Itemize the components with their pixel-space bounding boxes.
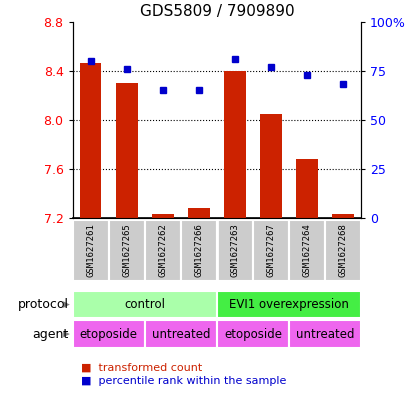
Bar (145, 220, 181, 281)
Text: GSM1627264: GSM1627264 (303, 224, 312, 277)
Title: GDS5809 / 7909890: GDS5809 / 7909890 (139, 4, 294, 19)
Bar (253, 220, 289, 281)
Bar (73, 320, 145, 348)
Text: EVI1 overexpression: EVI1 overexpression (229, 298, 349, 311)
Text: etoposide: etoposide (80, 327, 138, 341)
Text: GSM1627262: GSM1627262 (158, 224, 167, 277)
Text: ■  percentile rank within the sample: ■ percentile rank within the sample (81, 376, 286, 386)
Bar (217, 291, 361, 318)
Bar (116, 83, 137, 218)
Bar (224, 71, 246, 218)
Bar (181, 220, 217, 281)
Bar (80, 63, 102, 218)
Bar (109, 220, 145, 281)
Bar (73, 291, 217, 318)
Bar (289, 220, 325, 281)
Bar (296, 159, 318, 218)
Text: etoposide: etoposide (224, 327, 282, 341)
Text: ■  transformed count: ■ transformed count (81, 362, 202, 373)
Text: GSM1627263: GSM1627263 (230, 224, 239, 277)
Bar (145, 320, 217, 348)
Text: GSM1627265: GSM1627265 (122, 224, 131, 277)
Bar (325, 220, 361, 281)
Bar (217, 220, 253, 281)
Bar (332, 215, 354, 218)
Text: protocol: protocol (17, 298, 68, 311)
Bar (73, 220, 109, 281)
Text: GSM1627266: GSM1627266 (194, 224, 203, 277)
Bar (217, 320, 289, 348)
Text: GSM1627267: GSM1627267 (266, 224, 276, 277)
Text: GSM1627261: GSM1627261 (86, 224, 95, 277)
Bar (188, 208, 210, 218)
Text: untreated: untreated (151, 327, 210, 341)
Bar (152, 215, 173, 218)
Text: control: control (124, 298, 165, 311)
Text: GSM1627268: GSM1627268 (339, 224, 347, 277)
Text: untreated: untreated (296, 327, 354, 341)
Bar (289, 320, 361, 348)
Text: agent: agent (32, 327, 68, 341)
Bar (260, 114, 282, 218)
